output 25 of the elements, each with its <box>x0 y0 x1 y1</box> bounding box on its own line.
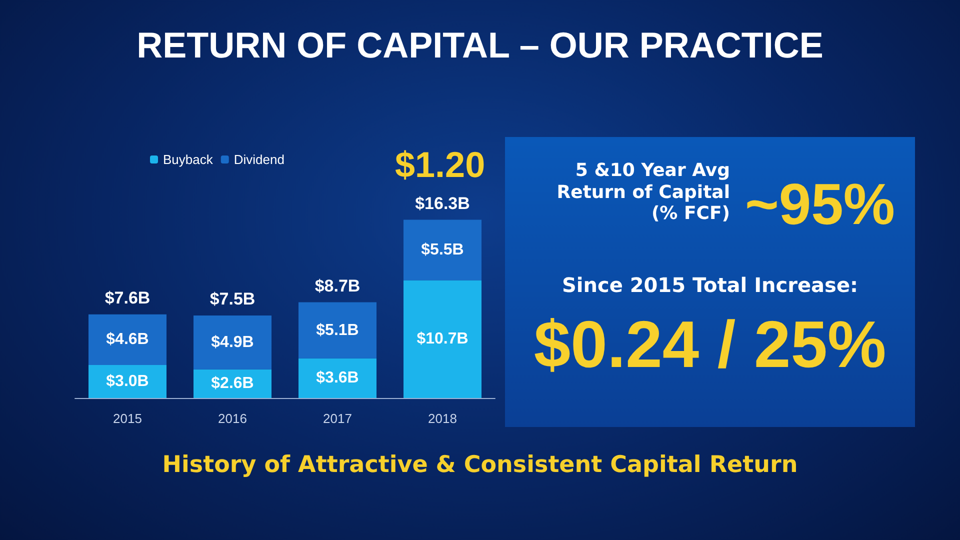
chart-title: RETURN OF CAPITAL – OUR PRACTICE <box>136 24 824 66</box>
text: History of Attractive & Consistent Capital Return <box>161 452 799 480</box>
data-label: $5.5B <box>421 242 464 259</box>
legend-label: Buyback <box>163 152 214 167</box>
text: Since 2015 Total Increase: <box>560 273 860 297</box>
total-label: $7.6B <box>104 288 150 308</box>
data-label: $4.6B <box>106 331 149 348</box>
text: ~95% <box>744 171 896 239</box>
text: 5 &10 Year Avg Return of Capital (% FCF) <box>556 160 730 225</box>
text: $1.20 <box>395 143 486 186</box>
text: $0.24 / 25% <box>532 306 888 383</box>
total-label: $7.5B <box>210 290 256 308</box>
data-label: $3.0B <box>106 373 149 390</box>
data-label: $10.7B <box>416 330 468 348</box>
x-tick-label: 2017 <box>323 411 352 426</box>
total-label: $16.3B <box>415 194 470 213</box>
data-label: $4.9B <box>211 334 254 351</box>
data-label: $3.6B <box>316 370 359 387</box>
data-label: $5.1B <box>316 322 359 339</box>
legend-label: Dividend <box>234 152 284 167</box>
data-label: $2.6B <box>211 375 254 392</box>
total-label: $8.7B <box>314 276 360 296</box>
x-tick-label: 2015 <box>113 411 142 426</box>
x-tick-label: 2018 <box>428 411 457 426</box>
x-tick-label: 2016 <box>218 411 247 426</box>
